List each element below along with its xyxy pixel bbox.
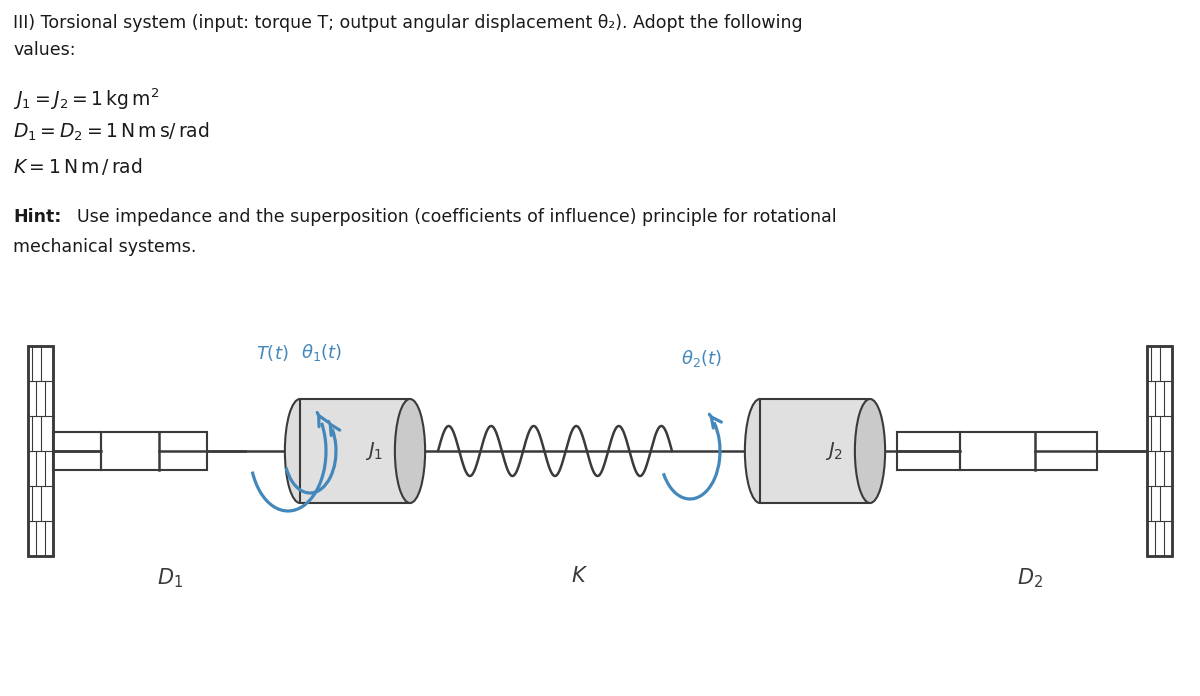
Text: $J_1 = J_2 = 1\,\mathrm{kg\,m^2}$: $J_1 = J_2 = 1\,\mathrm{kg\,m^2}$ bbox=[13, 86, 160, 111]
Text: $D_2$: $D_2$ bbox=[1018, 566, 1043, 590]
Text: III) Torsional system (input: torque T; output angular displacement θ₂). Adopt t: III) Torsional system (input: torque T; … bbox=[13, 14, 803, 32]
Bar bbox=[300, 399, 410, 503]
Text: $D_1 = D_2 = 1\,\mathrm{N\,m\,s/\,rad}$: $D_1 = D_2 = 1\,\mathrm{N\,m\,s/\,rad}$ bbox=[13, 121, 210, 143]
Text: $K$: $K$ bbox=[571, 566, 588, 586]
Text: $K = 1\,\mathrm{N\,m\,/\,rad}$: $K = 1\,\mathrm{N\,m\,/\,rad}$ bbox=[13, 156, 143, 177]
Bar bbox=[101, 432, 206, 470]
Ellipse shape bbox=[395, 399, 425, 503]
Text: $T(t)$: $T(t)$ bbox=[256, 343, 288, 363]
Text: $D_1$: $D_1$ bbox=[157, 566, 182, 590]
Text: mechanical systems.: mechanical systems. bbox=[13, 238, 197, 256]
Ellipse shape bbox=[284, 399, 316, 503]
Ellipse shape bbox=[745, 399, 775, 503]
Text: $\theta_1(t)$: $\theta_1(t)$ bbox=[301, 342, 342, 363]
Bar bbox=[1147, 346, 1172, 556]
Text: $\theta_2(t)$: $\theta_2(t)$ bbox=[682, 348, 722, 369]
Bar bbox=[1147, 346, 1172, 556]
Text: $J_2$: $J_2$ bbox=[826, 440, 844, 462]
Bar bbox=[960, 432, 1097, 470]
Text: Hint:: Hint: bbox=[13, 208, 61, 226]
Text: Use impedance and the superposition (coefficients of influence) principle for ro: Use impedance and the superposition (coe… bbox=[77, 208, 836, 226]
Text: $J_1$: $J_1$ bbox=[365, 440, 384, 462]
Ellipse shape bbox=[854, 399, 886, 503]
Bar bbox=[28, 346, 53, 556]
Text: values:: values: bbox=[13, 41, 76, 59]
Bar bbox=[28, 346, 53, 556]
Bar bbox=[760, 399, 870, 503]
